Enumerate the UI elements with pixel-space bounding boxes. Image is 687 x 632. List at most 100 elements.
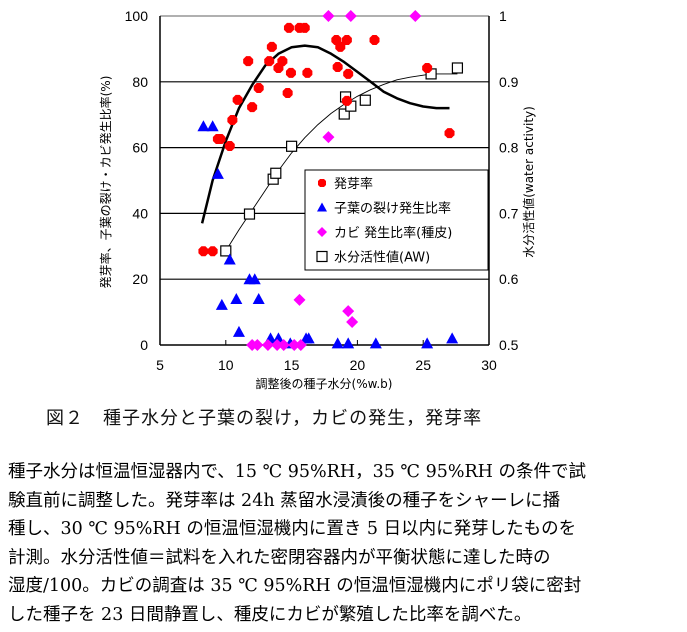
y-tick-label: 40 <box>132 205 148 221</box>
trend-lines <box>200 44 458 252</box>
data-point <box>359 94 371 106</box>
data-point <box>282 87 293 98</box>
data-point <box>346 315 359 328</box>
data-point <box>251 339 264 351</box>
legend-marker-square <box>316 250 328 263</box>
data-point <box>270 167 282 179</box>
trend-line-germination <box>200 44 450 224</box>
legend-label: 水分活性値(AW) <box>334 250 430 266</box>
data-point <box>446 332 459 344</box>
y-tick-label: 100 <box>125 8 149 24</box>
plot-frame <box>159 16 490 346</box>
data-point <box>247 102 258 113</box>
data-point <box>335 41 346 52</box>
y2-axis-ticks: 0.5 0.6 0.7 0.8 0.9 1 <box>499 8 519 353</box>
y2-axis-label: 水分活性値(water activity) <box>521 106 536 258</box>
y-tick-label: 0 <box>140 337 148 353</box>
legend-label: カビ 発生比率(種皮) <box>334 225 452 241</box>
data-point <box>211 167 224 179</box>
data-point <box>277 339 290 351</box>
data-point <box>288 339 301 351</box>
data-point <box>331 337 344 349</box>
data-point <box>264 56 275 67</box>
data-point <box>272 332 285 344</box>
description-line: した種子を 23 日間静置し、種皮にカビが繁殖した比率を調べた。 <box>8 604 532 625</box>
y2-tick-label: 1 <box>499 8 507 24</box>
x-tick-label: 15 <box>284 357 300 373</box>
data-point <box>277 56 288 67</box>
data-point <box>230 292 243 304</box>
data-point <box>232 325 245 337</box>
x-tick-label: 30 <box>481 357 497 373</box>
x-axis-label: 調整後の種子水分(%w.b) <box>256 376 393 391</box>
data-point <box>299 22 310 33</box>
legend-label: 発芽率 <box>334 176 373 192</box>
data-point <box>302 332 315 344</box>
data-points <box>197 10 464 351</box>
data-point <box>344 10 357 22</box>
data-point <box>294 339 307 351</box>
trend-line-water-activity <box>225 73 458 252</box>
data-point <box>286 140 298 152</box>
y2-tick-label: 0.9 <box>499 74 519 90</box>
data-point <box>248 273 261 285</box>
data-point <box>341 35 352 46</box>
data-point <box>253 83 264 94</box>
y-axis-label: 発芽率、子葉の裂け・カビ発生比率(%) <box>98 76 113 289</box>
data-point <box>322 131 335 144</box>
data-point <box>293 293 306 306</box>
data-point <box>223 253 236 265</box>
x-tick-label: 10 <box>218 357 234 373</box>
data-point <box>261 339 274 351</box>
data-point <box>224 140 235 151</box>
data-point <box>444 128 455 139</box>
data-point <box>322 10 335 22</box>
legend-box <box>304 169 489 271</box>
x-tick-label: 20 <box>350 357 366 373</box>
figure-description: 種子水分は恒温恒湿器内で、15 ℃ 95%RH，35 ℃ 95%RH の条件で試… <box>8 458 680 629</box>
x-tick-label: 25 <box>415 357 431 373</box>
series-circle <box>198 22 455 257</box>
y-tick-label: 60 <box>132 140 148 156</box>
y2-tick-label: 0.5 <box>499 337 519 353</box>
y-tick-label: 20 <box>132 271 148 287</box>
data-point <box>338 108 350 120</box>
data-point <box>369 35 380 46</box>
description-line: 種子水分は恒温恒湿器内で、15 ℃ 95%RH，35 ℃ 95%RH の条件で試 <box>8 462 586 482</box>
data-point <box>302 67 313 78</box>
data-point <box>227 114 238 125</box>
data-point <box>342 305 355 318</box>
data-point <box>232 94 243 105</box>
chart: 5 10 15 20 25 30 0 20 40 60 80 100 0.5 0.6 0.7 0.8 0.9… <box>98 8 536 391</box>
data-point <box>343 68 354 79</box>
x-tick-label: 5 <box>156 357 164 373</box>
data-point <box>271 339 284 351</box>
data-point <box>207 246 218 257</box>
y2-tick-label: 0.6 <box>499 271 519 287</box>
data-point <box>451 62 464 74</box>
data-point <box>409 10 422 22</box>
y2-tick-label: 0.7 <box>499 205 519 221</box>
data-point <box>198 246 209 257</box>
legend-marker-circle <box>318 179 326 187</box>
y-axis-ticks: 0 20 40 60 80 100 <box>125 8 149 353</box>
data-point <box>266 41 277 52</box>
data-point <box>341 95 352 106</box>
legend-label: 子葉の裂け発生比率 <box>334 201 451 217</box>
data-point <box>206 120 219 132</box>
series-triangle <box>197 120 459 349</box>
data-point <box>215 134 226 145</box>
description-line: 種し、30 ℃ 95%RH の恒温恒湿機内に置き 5 日以内に発芽したものを <box>8 519 577 539</box>
description-line: 計測。水分活性値＝試料を入れた密閉容器内が平衡状態に達した時の <box>8 547 551 568</box>
legend-marker-diamond <box>317 227 327 237</box>
data-point <box>342 337 355 349</box>
data-point <box>422 62 433 73</box>
description-line: 湿度/100。カビの調査は 35 ℃ 95%RH の恒温恒湿機内にポリ袋に密封 <box>8 576 582 596</box>
data-point <box>332 61 343 72</box>
series-diamond <box>246 10 422 351</box>
data-point <box>285 67 296 78</box>
data-point <box>220 245 232 257</box>
data-point <box>215 298 228 310</box>
data-point <box>421 337 434 349</box>
